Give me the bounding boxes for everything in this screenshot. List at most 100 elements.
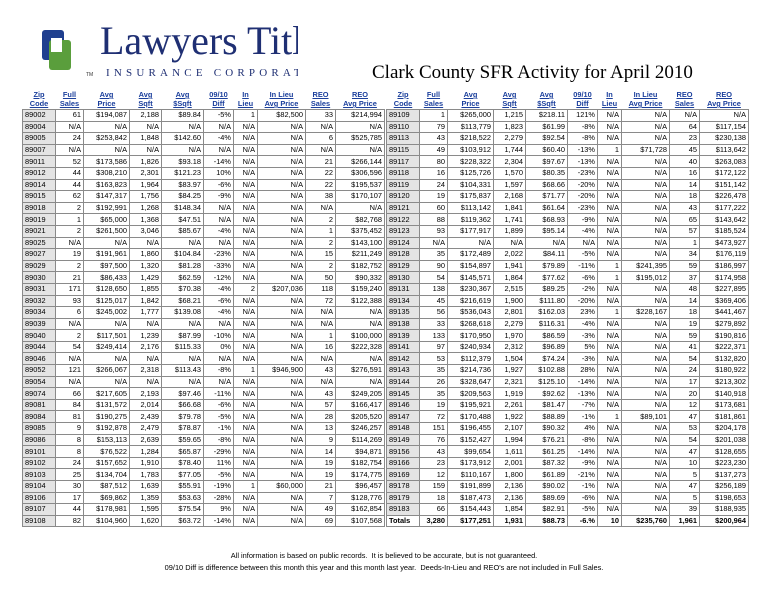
- data-row: 89014 44 $163,823 1,964 $83.97 -6% N/A N/A 22 $19…: [22, 178, 385, 192]
- cell: 34: [669, 248, 700, 261]
- cell: $245,002: [83, 306, 130, 319]
- cell: $536,043: [447, 306, 494, 319]
- cell: N/A: [597, 109, 622, 122]
- cell: 1: [305, 329, 336, 342]
- cell: N/A: [597, 201, 622, 215]
- cell: $188,935: [699, 503, 749, 516]
- cell: N/A: [335, 120, 385, 134]
- cell: $89,101: [621, 410, 670, 424]
- cell: N/A: [233, 213, 258, 226]
- cell: 1,268: [129, 201, 162, 215]
- cell: $112,379: [447, 352, 494, 366]
- cell: $268,618: [447, 317, 494, 331]
- cell: -33%: [203, 259, 234, 273]
- cell: N/A: [233, 491, 258, 505]
- cell: $68.21: [161, 294, 204, 308]
- cell: 43: [305, 387, 336, 400]
- zip-cell: 89104: [22, 480, 56, 493]
- header-line: Full: [62, 90, 77, 99]
- cell: 10%: [203, 166, 234, 180]
- cell: 159: [419, 480, 448, 493]
- cell: 4%: [567, 422, 598, 435]
- cell: 8: [55, 445, 84, 458]
- cell: 1,927: [493, 364, 526, 377]
- cell: 1,900: [493, 294, 526, 308]
- cell: $228,167: [621, 306, 670, 319]
- data-row: 89044 54 $249,414 2,176 $115.33 0% N/A N/A 16 $22…: [22, 340, 385, 354]
- cell: -13%: [567, 143, 598, 157]
- cell: -8%: [203, 433, 234, 447]
- cell: 54: [55, 340, 84, 354]
- zip-cell: 89044: [22, 340, 56, 354]
- cell: N/A: [257, 213, 306, 226]
- cell: 93: [55, 294, 84, 308]
- cell: $173,681: [699, 398, 749, 412]
- zip-cell: 89146: [386, 398, 420, 412]
- cell: N/A: [257, 340, 306, 354]
- cell: 54: [669, 352, 700, 366]
- cell: 12: [419, 468, 448, 481]
- header-line: 09/10: [573, 90, 592, 99]
- cell: N/A: [597, 132, 622, 145]
- cell: 47: [669, 410, 700, 424]
- cell: -5%: [567, 248, 598, 261]
- data-row: 89149 76 $152,427 1,994 $76.21 -8% N/A N/A 54 $20…: [386, 433, 749, 447]
- cell: N/A: [233, 166, 258, 180]
- zip-cell: 89179: [386, 491, 420, 505]
- cell: 20: [669, 387, 700, 400]
- zip-cell: 89156: [386, 445, 420, 458]
- cell: $139.08: [161, 306, 204, 319]
- column-header: Avg Sqft: [130, 88, 162, 110]
- cell: $190,816: [699, 329, 749, 342]
- cell: 25: [55, 468, 84, 481]
- cell: N/A: [55, 375, 84, 389]
- cell: -8%: [567, 120, 598, 134]
- cell: 93: [419, 224, 448, 238]
- data-row: 89107 44 $178,981 1,595 $75.54 9% N/A N/A 49 $162…: [22, 503, 385, 516]
- cell: $204,178: [699, 422, 749, 435]
- cell: 1,777: [129, 306, 162, 319]
- column-header: REO Sales: [306, 88, 336, 110]
- data-row: 89054 N/A N/A N/A N/A N/A N/A N/A N/A N/A: [22, 375, 385, 389]
- cell: 18: [419, 491, 448, 505]
- zip-cell: 89106: [22, 491, 56, 505]
- data-row: 89128 35 $172,489 2,022 $84.11 -5% N/A N/A 34 $17…: [386, 248, 749, 261]
- cell: 53: [419, 352, 448, 366]
- cell: $217,605: [83, 387, 130, 400]
- cell: N/A: [257, 491, 306, 505]
- column-header: Avg $Sqft: [526, 88, 568, 110]
- data-row: 89178 159 $191,899 2,136 $90.02 -1% N/A N/A 47 $2…: [386, 480, 749, 493]
- cell: 84: [55, 398, 84, 412]
- header-line: Code: [29, 99, 49, 108]
- cell: 121: [55, 364, 84, 377]
- zip-cell: 89128: [386, 248, 420, 261]
- cell: 2,515: [493, 282, 526, 296]
- cell: $97,500: [83, 259, 130, 273]
- cell: 1,931: [493, 514, 526, 528]
- cell: 97: [419, 340, 448, 354]
- cell: 54: [419, 271, 448, 284]
- header-line: In: [606, 90, 613, 99]
- header-line: Avg: [463, 90, 478, 99]
- cell: N/A: [305, 201, 336, 215]
- cell: 2,312: [493, 340, 526, 354]
- cell: $473,927: [699, 236, 749, 250]
- cell: N/A: [233, 294, 258, 308]
- column-header: Full Sales: [420, 88, 448, 110]
- cell: N/A: [621, 132, 670, 145]
- cell: -20%: [567, 178, 598, 192]
- cell: 17: [55, 491, 84, 505]
- cell: $103,912: [447, 143, 494, 157]
- cell: N/A: [257, 271, 306, 284]
- data-row: 89012 44 $308,210 2,301 $121.23 10% N/A N/A 22 $3…: [22, 166, 385, 180]
- cell: N/A: [257, 132, 306, 145]
- cell: $266,144: [335, 155, 385, 168]
- cell: $279,892: [699, 317, 749, 331]
- cell: $125,017: [83, 294, 130, 308]
- cell: N/A: [621, 398, 670, 412]
- cell: $159,240: [335, 282, 385, 296]
- cell: $192,878: [83, 422, 130, 435]
- cell: $59.65: [161, 433, 204, 447]
- header-line: Price: [461, 99, 480, 108]
- zip-cell: 89134: [386, 294, 420, 308]
